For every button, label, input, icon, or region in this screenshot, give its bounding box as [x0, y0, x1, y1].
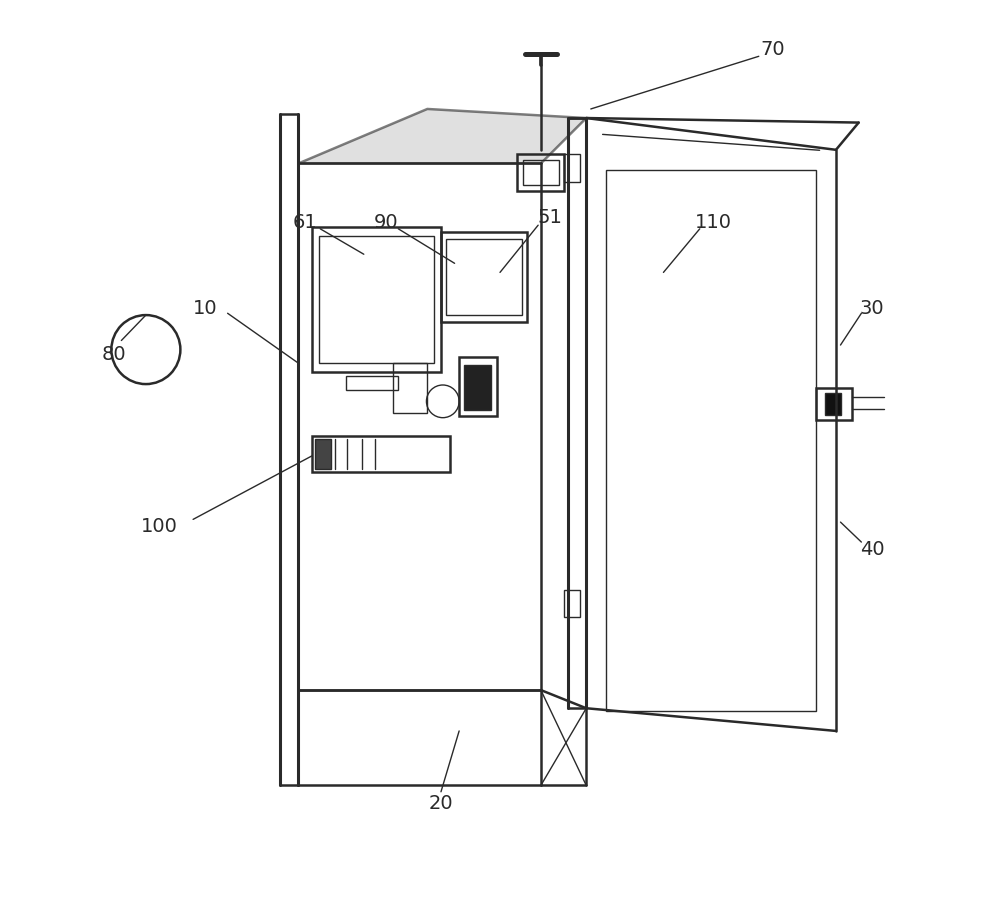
Text: 51: 51: [538, 209, 562, 227]
Bar: [816, 388, 852, 420]
Bar: [315, 439, 331, 469]
Bar: [523, 160, 559, 185]
Bar: [319, 236, 434, 363]
Bar: [517, 154, 564, 191]
Text: 30: 30: [860, 300, 885, 318]
Text: 61: 61: [292, 213, 317, 232]
Bar: [564, 590, 580, 617]
Bar: [441, 232, 527, 322]
Text: 40: 40: [860, 540, 885, 558]
Bar: [564, 154, 580, 182]
Bar: [393, 363, 427, 413]
Text: 90: 90: [374, 213, 399, 232]
Text: 20: 20: [429, 794, 453, 813]
Bar: [459, 357, 497, 416]
Text: 80: 80: [102, 345, 126, 363]
Polygon shape: [298, 109, 586, 163]
Bar: [312, 436, 450, 472]
Bar: [825, 393, 841, 415]
Bar: [606, 170, 816, 711]
Bar: [346, 376, 398, 390]
Bar: [464, 365, 491, 410]
Text: 10: 10: [193, 300, 217, 318]
Text: 110: 110: [695, 213, 732, 232]
Bar: [312, 227, 441, 372]
Bar: [446, 239, 522, 315]
Text: 100: 100: [141, 518, 178, 536]
Text: 70: 70: [760, 41, 785, 59]
